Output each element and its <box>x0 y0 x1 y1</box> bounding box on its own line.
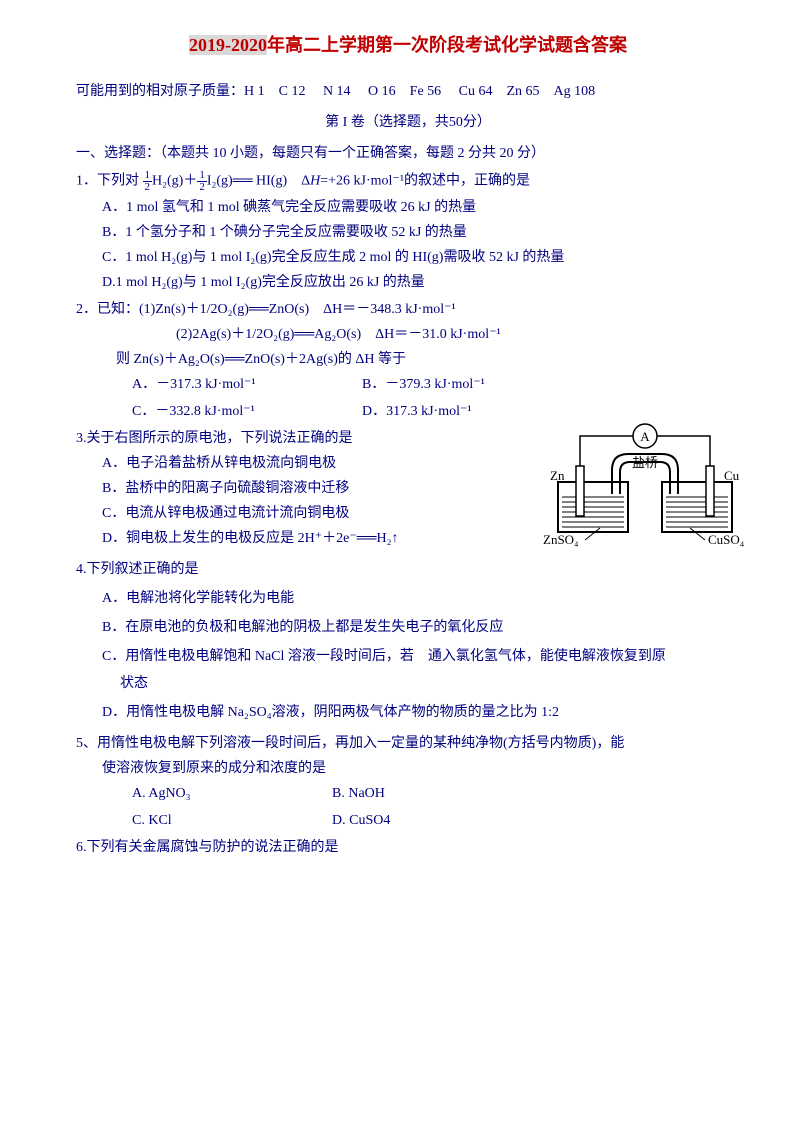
q2-sub2: (2)2Ag(s)＋1/2O₂(g)══Ag₂O(s) ΔH＝－31.0 kJ·… <box>76 324 740 345</box>
svg-text:盐桥: 盐桥 <box>632 455 658 470</box>
galvanic-cell-figure: A 盐桥 Zn Cu ZnSO₄ Cu <box>540 422 750 552</box>
q4-opt-d: D．用惰性电极电解 Na₂SO₄溶液，阴阳两极气体产物的物质的量之比为 1:2 <box>76 702 740 723</box>
fraction-half-2: 12 <box>197 170 207 193</box>
q2-row1: A．－317.3 kJ·mol⁻¹B．－379.3 kJ·mol⁻¹ <box>76 374 740 395</box>
atomic-masses: 可能用到的相对原子质量：H 1 C 12 N 14 O 16 Fe 56 Cu … <box>76 81 740 102</box>
svg-text:ZnSO₄: ZnSO₄ <box>543 532 579 547</box>
q2-opt-b: B．－379.3 kJ·mol⁻¹ <box>362 374 592 395</box>
q2-opt-a: A．－317.3 kJ·mol⁻¹ <box>132 374 362 395</box>
svg-text:A: A <box>640 429 650 444</box>
svg-text:Zn: Zn <box>550 468 565 483</box>
q5-opt-a: A. AgNO₃ <box>132 783 332 804</box>
question-6: 6.下列有关金属腐蚀与防护的说法正确的是 <box>76 837 740 858</box>
q4-opt-b: B．在原电池的负极和电解池的阴极上都是发生失电子的氧化反应 <box>76 617 740 638</box>
q2-row2: C．－332.8 kJ·mol⁻¹D．317.3 kJ·mol⁻¹ <box>76 401 740 422</box>
q3-stem: 3.关于右图所示的原电池，下列说法正确的是 <box>76 431 353 446</box>
fraction-half-1: 12 <box>143 170 153 193</box>
q5-row1: A. AgNO₃B. NaOH <box>76 783 740 804</box>
q1-stem-d: =+26 kJ·mol⁻¹的叙述中，正确的是 <box>320 174 530 189</box>
q1-stem-a: 1．下列对 <box>76 174 143 189</box>
question-3: 3.关于右图所示的原电池，下列说法正确的是 A 盐桥 Zn <box>76 428 740 449</box>
q5-row2: C. KClD. CuSO4 <box>76 810 740 831</box>
section-1-label: 第 I 卷（选择题，共50分） <box>76 112 740 133</box>
q4-opt-a: A．电解池将化学能转化为电能 <box>76 588 740 609</box>
question-5-line1: 5、用惰性电极电解下列溶液一段时间后，再加入一定量的某种纯净物(方括号内物质)，… <box>76 733 740 754</box>
q5-opt-c: C. KCl <box>132 810 332 831</box>
q5-opt-d: D. CuSO4 <box>332 810 562 831</box>
q2-opt-d: D．317.3 kJ·mol⁻¹ <box>362 401 592 422</box>
q5-opt-b: B. NaOH <box>332 783 562 804</box>
q4-opt-c1: C．用惰性电极电解饱和 NaCl 溶液一段时间后，若 通入氯化氢气体，能使电解液… <box>76 646 740 667</box>
svg-text:CuSO₄: CuSO₄ <box>708 532 745 547</box>
q1-opt-d: D.1 mol H₂(g)与 1 mol I₂(g)完全反应放出 26 kJ 的… <box>76 272 740 293</box>
q1-stem-b: H₂(g)＋ <box>152 174 197 189</box>
question-1: 1．下列对 12H₂(g)＋12I₂(g)══ HI(g) ΔH=+26 kJ·… <box>76 170 740 193</box>
question-5-line2: 使溶液恢复到原来的成分和浓度的是 <box>76 758 740 779</box>
question-2: 2．已知：(1)Zn(s)＋1/2O₂(g)══ZnO(s) ΔH＝－348.3… <box>76 299 740 320</box>
section-head: 一、选择题：（本题共 10 小题，每题只有一个正确答案，每题 2 分共 20 分… <box>76 143 740 164</box>
q2-sub3: 则 Zn(s)＋Ag₂O(s)══ZnO(s)＋2Ag(s)的 ΔH 等于 <box>76 349 740 370</box>
title-highlight: 2019-2020 <box>189 35 267 55</box>
q2-opt-c: C．－332.8 kJ·mol⁻¹ <box>132 401 362 422</box>
q1-stem-c: I₂(g)══ HI(g) Δ <box>207 174 310 189</box>
page-title: 2019-2020年高二上学期第一次阶段考试化学试题含答案 <box>76 32 740 59</box>
delta-h-1: H <box>310 174 320 189</box>
title-text: 年高二上学期第一次阶段考试化学试题含答案 <box>267 35 627 55</box>
svg-text:Cu: Cu <box>724 468 740 483</box>
q4-opt-c2: 状态 <box>76 673 740 694</box>
q1-opt-b: B．1 个氢分子和 1 个碘分子完全反应需要吸收 52 kJ 的热量 <box>76 222 740 243</box>
question-4: 4.下列叙述正确的是 <box>76 559 740 580</box>
q1-opt-c: C．1 mol H₂(g)与 1 mol I₂(g)完全反应生成 2 mol 的… <box>76 247 740 268</box>
q1-opt-a: A．1 mol 氢气和 1 mol 碘蒸气完全反应需要吸收 26 kJ 的热量 <box>76 197 740 218</box>
